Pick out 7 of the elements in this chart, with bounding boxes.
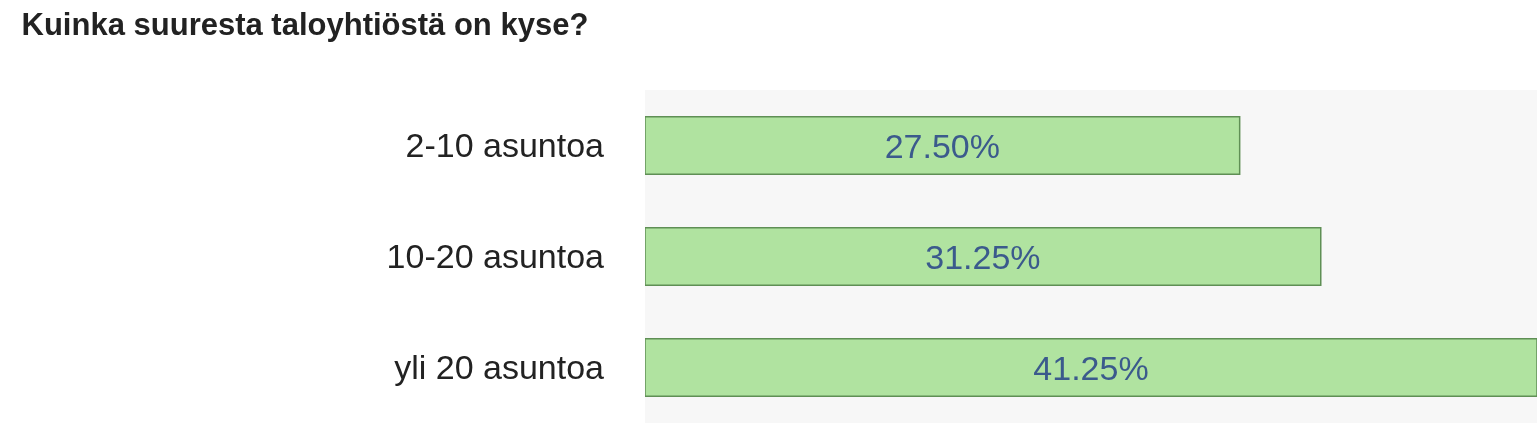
data-label: 41.25%	[1033, 348, 1149, 387]
data-label: 31.25%	[925, 237, 1041, 276]
y-tick-label: 2-10 asuntoa	[405, 126, 605, 165]
data-label: 27.50%	[884, 126, 1000, 165]
y-tick-label: 10-20 asuntoa	[386, 237, 605, 276]
text: Kuinka suuresta taloyhtiöstä on kyse?	[21, 7, 589, 43]
y-tick-label: yli 20 asuntoa	[394, 348, 605, 387]
